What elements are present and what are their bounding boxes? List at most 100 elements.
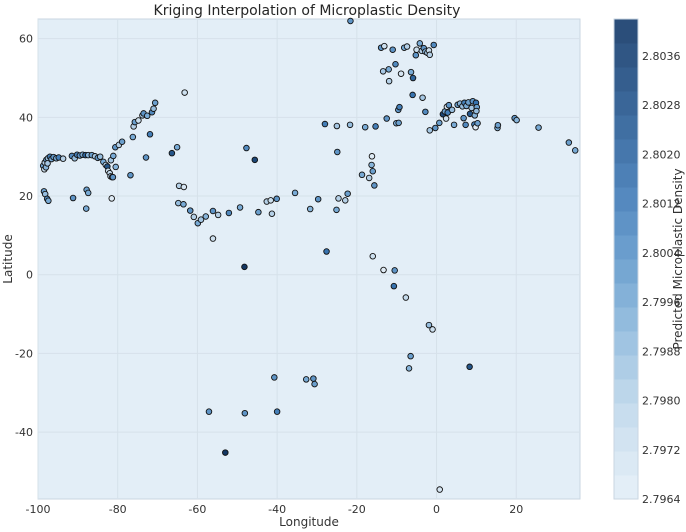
colorbar-band [614, 19, 638, 44]
colorbar-tick-label: 2.8036 [642, 50, 681, 63]
x-tick-label: 20 [509, 503, 523, 516]
data-point [197, 216, 205, 223]
colorbar-ticks: 2.7964 2.7972 2.7980 2.7988 2.7996 2.8004 2.80… [642, 50, 681, 506]
data-point [255, 208, 262, 216]
data-point [151, 99, 159, 107]
data-point [108, 195, 115, 202]
data-point [460, 114, 467, 122]
data-point [82, 205, 90, 212]
data-point [413, 46, 420, 53]
data-point [379, 68, 387, 75]
data-point [422, 108, 429, 116]
colorbar-band [614, 259, 638, 284]
data-point [409, 91, 416, 99]
data-point [430, 41, 437, 49]
data-point [202, 213, 210, 220]
colorbar-band [614, 67, 638, 92]
x-tick-label: -40 [268, 503, 286, 516]
data-point [436, 119, 443, 127]
y-tick-label: 40 [19, 111, 33, 124]
data-point [407, 352, 414, 360]
data-point [466, 363, 473, 371]
plot-area [37, 18, 581, 500]
data-point [402, 294, 410, 301]
data-point [205, 408, 213, 415]
data-point [473, 107, 480, 115]
data-point [112, 163, 119, 171]
colorbar-band [614, 187, 638, 212]
data-point [143, 112, 151, 120]
colorbar-tick-label: 2.8020 [642, 148, 681, 161]
colorbar-band [614, 115, 638, 140]
y-tick-label: 60 [19, 33, 33, 46]
colorbar-band [614, 331, 638, 356]
data-point [442, 115, 450, 122]
data-point [407, 68, 415, 76]
data-point [565, 139, 573, 146]
data-point [494, 121, 502, 129]
data-point [416, 40, 424, 47]
data-point [380, 266, 387, 274]
colorbar-tick-label: 2.7972 [642, 444, 681, 457]
data-point [127, 171, 134, 179]
data-point [175, 199, 182, 207]
data-point [368, 161, 375, 169]
data-point [571, 147, 579, 154]
colorbar-band [614, 307, 638, 332]
data-point [222, 449, 229, 456]
data-point [445, 101, 453, 109]
colorbar [613, 18, 639, 500]
data-point [450, 121, 458, 129]
data-point [146, 131, 154, 138]
x-tick-label: -20 [348, 503, 366, 516]
data-point [236, 204, 244, 211]
data-point [273, 408, 281, 415]
data-point [403, 43, 411, 50]
data-point [381, 42, 388, 50]
data-point [333, 122, 341, 130]
data-points [39, 17, 579, 493]
x-tick-label: 0 [433, 503, 440, 516]
colorbar-band [614, 355, 638, 380]
colorbar-band [614, 451, 638, 476]
colorbar-frame [613, 18, 639, 500]
colorbar-tick-label: 2.8028 [642, 99, 681, 112]
data-point [69, 194, 77, 202]
data-point [314, 195, 322, 203]
data-point [129, 133, 137, 141]
data-point [419, 94, 426, 101]
data-point [268, 210, 276, 218]
data-point [311, 380, 318, 388]
data-point [392, 60, 399, 68]
colorbar-tick-label: 2.8004 [642, 247, 681, 260]
data-point [405, 365, 413, 372]
data-point [513, 116, 520, 124]
data-point [365, 174, 373, 182]
data-point [474, 120, 481, 127]
colorbar-band [614, 43, 638, 68]
data-point [396, 103, 403, 111]
colorbar-tick-label: 2.7980 [642, 395, 681, 408]
colorbar-tick-label: 2.7964 [642, 493, 681, 506]
data-point [59, 155, 67, 162]
y-tick-label: -20 [15, 347, 33, 360]
data-point [368, 153, 376, 160]
data-point [241, 263, 248, 271]
data-point [412, 51, 420, 59]
data-point [369, 168, 377, 175]
data-point [347, 17, 354, 25]
data-point [251, 156, 259, 164]
colorbar-label: Predicted Microplastic Density [671, 168, 685, 349]
x-axis-label: Longitude [279, 515, 339, 529]
colorbar-tick-label: 2.7996 [642, 296, 681, 309]
colorbar-band [614, 235, 638, 260]
data-point [429, 326, 436, 333]
x-tick-label: -60 [188, 503, 206, 516]
y-tick-label: -40 [15, 426, 33, 439]
data-point [180, 183, 188, 191]
data-point [448, 106, 456, 114]
data-point [342, 197, 349, 204]
data-point [358, 171, 366, 179]
colorbar-band [614, 403, 638, 428]
